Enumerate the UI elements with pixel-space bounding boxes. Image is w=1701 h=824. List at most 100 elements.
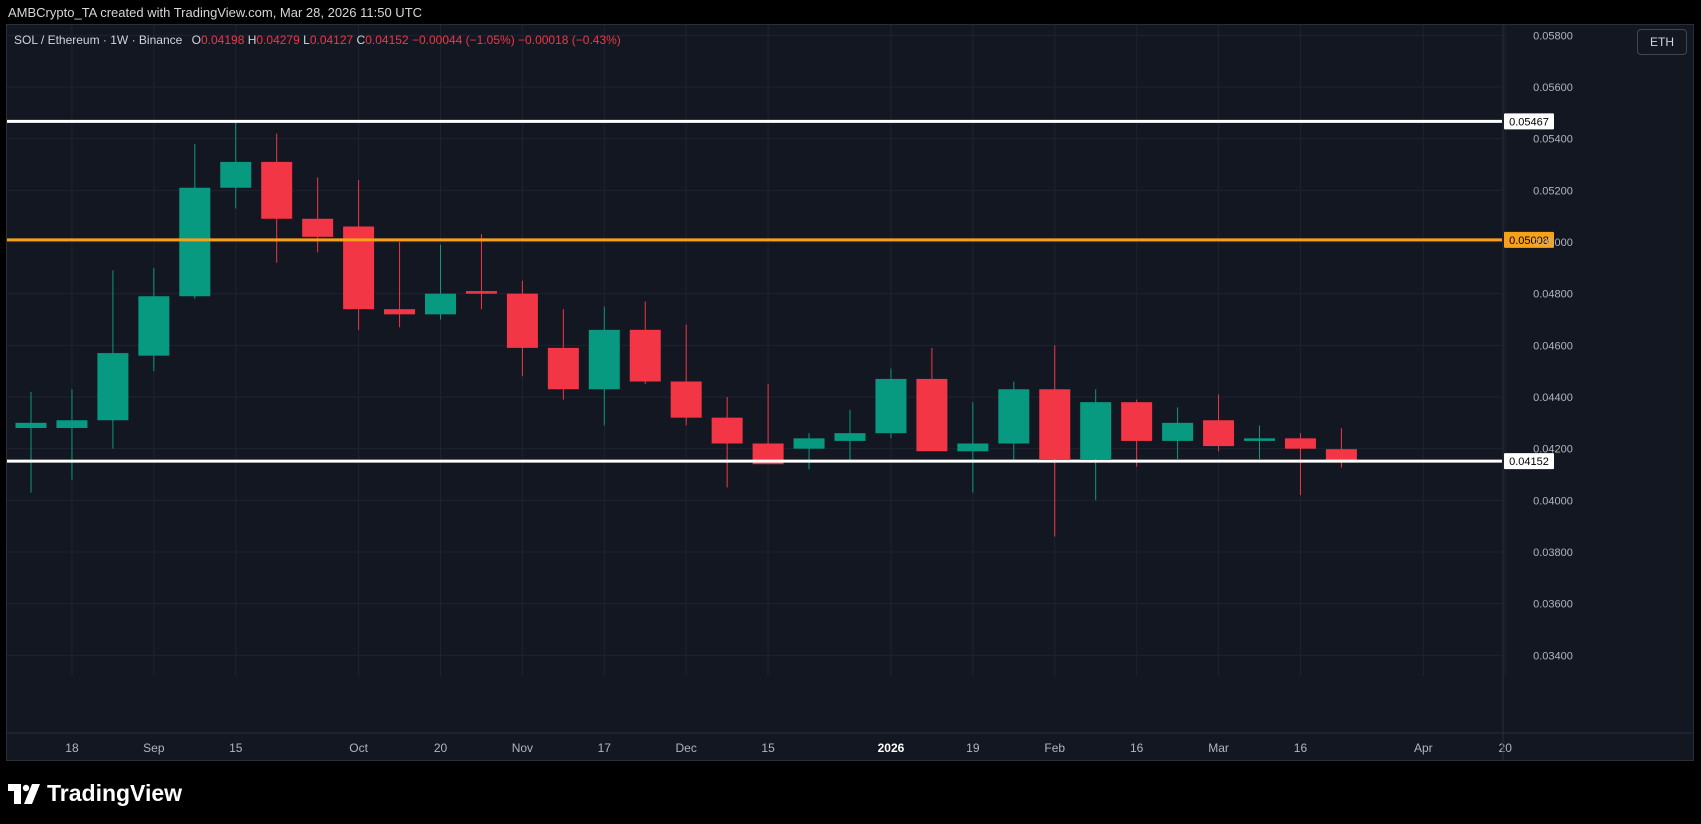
y-tick-label: 0.05600 bbox=[1533, 82, 1573, 94]
candle[interactable] bbox=[1203, 394, 1235, 452]
candle-body bbox=[1121, 402, 1153, 441]
low-label: L bbox=[303, 33, 310, 47]
high-label: H bbox=[247, 33, 257, 47]
candle-body bbox=[138, 296, 170, 356]
low-value: 0.04127 bbox=[309, 33, 354, 47]
candle-body bbox=[957, 443, 989, 452]
candle-body bbox=[916, 378, 948, 452]
candle[interactable] bbox=[875, 368, 907, 439]
level-price-tag bbox=[1504, 113, 1554, 130]
level-price-tag bbox=[1504, 453, 1554, 470]
symbol-legend: SOL / Ethereum · 1W · Binance O0.04198 H… bbox=[14, 33, 621, 47]
candle-body bbox=[302, 218, 334, 237]
candle[interactable] bbox=[1080, 389, 1112, 501]
candle-body bbox=[588, 329, 620, 390]
candle[interactable] bbox=[670, 324, 702, 426]
y-tick-label: 0.03400 bbox=[1533, 650, 1573, 662]
candle[interactable] bbox=[465, 234, 497, 310]
candle-body bbox=[670, 381, 702, 418]
x-tick-label: 17 bbox=[598, 741, 612, 755]
candle[interactable] bbox=[752, 384, 784, 465]
y-tick-label: 0.04800 bbox=[1533, 289, 1573, 301]
brand-name: TradingView bbox=[47, 780, 183, 806]
x-tick-label: Nov bbox=[512, 741, 533, 755]
candle[interactable] bbox=[1121, 399, 1153, 467]
candle-body bbox=[1203, 420, 1235, 447]
candle-body bbox=[220, 161, 252, 188]
candle-body bbox=[261, 161, 293, 219]
candle[interactable] bbox=[220, 120, 252, 209]
symbol-name: SOL / Ethereum · 1W · Binance bbox=[14, 33, 183, 47]
attribution-text: AMBCrypto_TA created with TradingView.co… bbox=[8, 5, 423, 20]
open-value: 0.04198 bbox=[200, 33, 245, 47]
y-tick-label: 0.04000 bbox=[1533, 495, 1573, 507]
candles bbox=[15, 120, 1357, 537]
tradingview-logo-icon bbox=[8, 783, 40, 804]
candle[interactable] bbox=[957, 402, 989, 493]
candle-body bbox=[97, 353, 129, 421]
x-tick-label: 18 bbox=[65, 741, 79, 755]
change-value: −0.00044 (−1.05%) bbox=[411, 33, 515, 47]
y-tick-label: 0.04400 bbox=[1533, 392, 1573, 404]
candle[interactable] bbox=[343, 180, 375, 330]
x-tick-label: Apr bbox=[1414, 741, 1433, 755]
candle[interactable] bbox=[56, 389, 88, 480]
x-tick-label: Feb bbox=[1044, 741, 1065, 755]
chart-panel[interactable] bbox=[6, 24, 1694, 761]
y-tick-label: 0.03600 bbox=[1533, 599, 1573, 611]
candle[interactable] bbox=[916, 347, 948, 452]
x-tick-label: 2026 bbox=[878, 741, 905, 755]
candle[interactable] bbox=[138, 267, 170, 372]
candle-body bbox=[465, 291, 497, 294]
candle[interactable] bbox=[261, 133, 293, 263]
candle[interactable] bbox=[179, 143, 211, 299]
candle[interactable] bbox=[711, 397, 743, 488]
change-secondary-value: −0.00018 (−0.43%) bbox=[518, 33, 621, 47]
candle[interactable] bbox=[547, 309, 579, 400]
level-price-label: 0.04152 bbox=[1509, 456, 1549, 468]
close-label: C bbox=[356, 33, 366, 47]
x-tick-label: 19 bbox=[966, 741, 980, 755]
currency-button[interactable]: ETH bbox=[1637, 29, 1687, 55]
candle-body bbox=[752, 443, 784, 465]
x-tick-label: 16 bbox=[1130, 741, 1144, 755]
y-tick-label: 0.03800 bbox=[1533, 547, 1573, 559]
level-price-tag bbox=[1504, 231, 1554, 248]
x-tick-label: 16 bbox=[1294, 741, 1308, 755]
y-tick-label: 0.05800 bbox=[1533, 30, 1573, 42]
candle-body bbox=[384, 309, 416, 315]
candle-body bbox=[1284, 438, 1316, 449]
candle[interactable] bbox=[998, 381, 1030, 462]
candle-body bbox=[1244, 438, 1275, 441]
level-price-label: 0.05008 bbox=[1509, 235, 1549, 247]
candle[interactable] bbox=[793, 433, 825, 470]
candle[interactable] bbox=[1284, 433, 1316, 496]
candle-body bbox=[793, 438, 825, 449]
candle-body bbox=[998, 389, 1030, 444]
tradingview-brand: TradingView bbox=[8, 780, 182, 807]
candle-body bbox=[425, 293, 456, 315]
y-tick-label: 0.05000 bbox=[1533, 237, 1573, 249]
candle-body bbox=[1325, 449, 1357, 462]
x-tick-label: Sep bbox=[143, 741, 165, 755]
candle-body bbox=[547, 347, 579, 390]
candle[interactable] bbox=[1244, 425, 1275, 459]
candle[interactable] bbox=[425, 244, 456, 320]
candle[interactable] bbox=[384, 242, 416, 328]
x-tick-label: 15 bbox=[761, 741, 775, 755]
candle[interactable] bbox=[15, 391, 47, 493]
candle[interactable] bbox=[588, 306, 620, 426]
level-price-label: 0.05467 bbox=[1509, 116, 1549, 128]
x-tick-label: 15 bbox=[229, 741, 243, 755]
candle-body bbox=[506, 293, 538, 348]
candle[interactable] bbox=[629, 301, 661, 385]
candle[interactable] bbox=[506, 280, 538, 377]
candle[interactable] bbox=[97, 270, 129, 449]
close-value: 0.04152 bbox=[365, 33, 409, 47]
candle-body bbox=[56, 420, 88, 428]
candle[interactable] bbox=[1162, 407, 1194, 459]
candle[interactable] bbox=[834, 409, 866, 462]
x-tick-label: 20 bbox=[434, 741, 448, 755]
candle[interactable] bbox=[1039, 345, 1071, 537]
